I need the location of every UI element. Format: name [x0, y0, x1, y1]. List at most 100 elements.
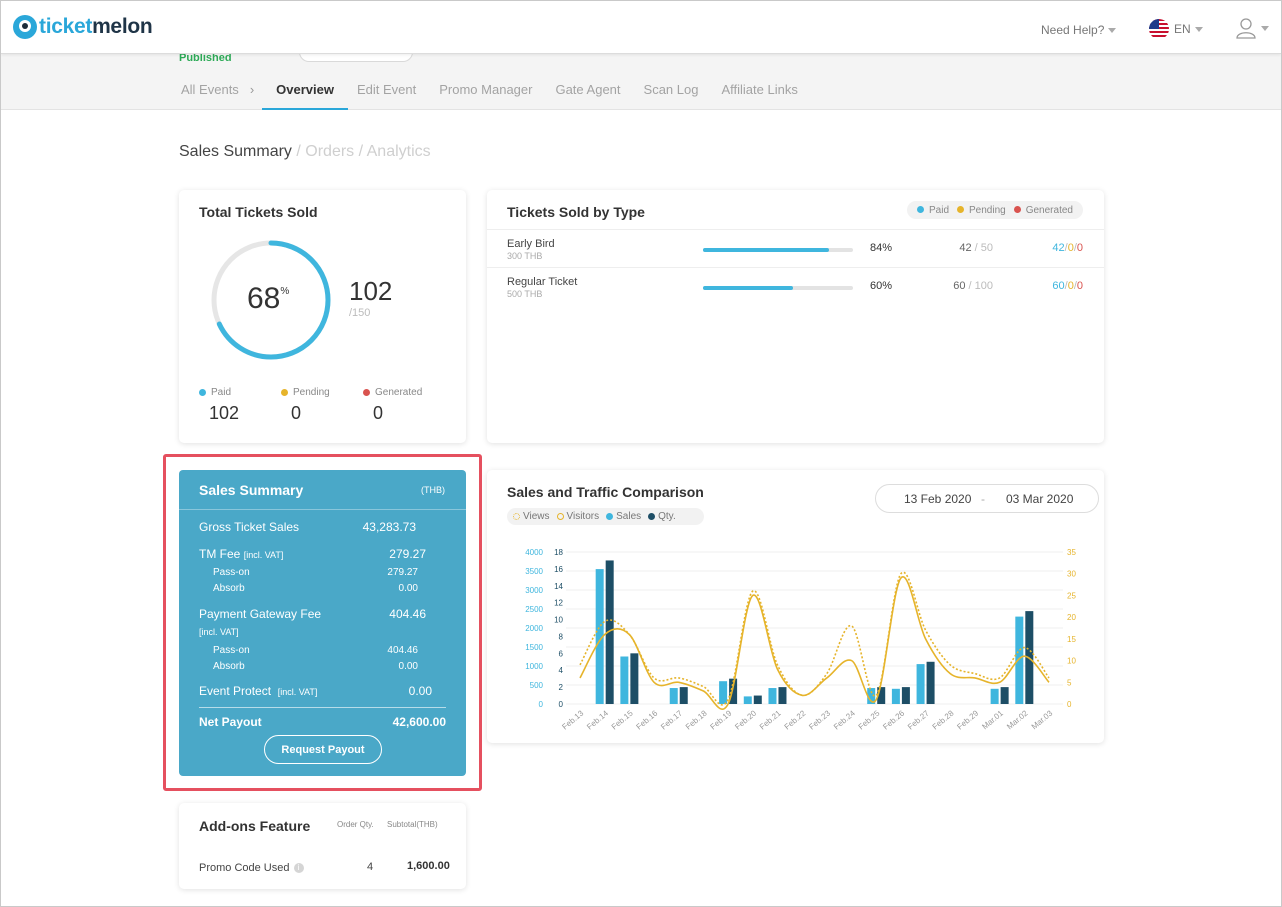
- qty-bar: [753, 695, 762, 704]
- tab-all-events[interactable]: All Events: [181, 82, 239, 97]
- addon-row: Promo Code Used i: [199, 862, 304, 874]
- x-tick-label: Feb.20: [733, 708, 758, 731]
- x-tick-label: Mar.02: [1005, 708, 1030, 731]
- cap-value: / 100: [965, 280, 993, 292]
- tab-promo-manager[interactable]: Promo Manager: [439, 82, 533, 97]
- sales-bar: [916, 664, 925, 704]
- net-payout-label: Net Payout: [199, 715, 262, 729]
- y-tick-qty: 6: [559, 649, 564, 658]
- y-tick-traffic: 10: [1067, 657, 1076, 666]
- sales-bar: [768, 688, 777, 704]
- donut-progress: [211, 240, 331, 360]
- addons-card: Add-ons Feature Order Qty. Subtotal(THB)…: [179, 803, 466, 889]
- x-tick-label: Feb.27: [906, 708, 931, 731]
- y-tick-traffic: 5: [1067, 678, 1072, 687]
- visitors-label: Visitors: [566, 511, 600, 522]
- date-range-picker[interactable]: 13 Feb 2020 - 03 Mar 2020: [875, 484, 1099, 513]
- sales-bar: [891, 688, 900, 704]
- chevron-down-icon: [1108, 28, 1117, 34]
- tab-edit-event[interactable]: Edit Event: [356, 82, 417, 97]
- info-icon[interactable]: i: [293, 863, 304, 873]
- visitors-marker: [556, 512, 564, 520]
- legend-qty[interactable]: Qty.: [648, 511, 676, 522]
- x-tick-label: Feb.18: [684, 708, 709, 731]
- chevron-down-icon: [1194, 26, 1203, 32]
- ticket-type-row: Early Bird 300 THB 84% 42 / 50 42/0/0: [487, 229, 1104, 267]
- tab-scan-log[interactable]: Scan Log: [643, 82, 699, 97]
- x-tick-label: Feb.28: [931, 708, 956, 731]
- tickets-by-type-title: Tickets Sold by Type: [507, 204, 645, 220]
- y-tick-qty: 8: [559, 632, 564, 641]
- x-tick-label: Feb.23: [807, 708, 832, 731]
- ticket-type-name: Regular Ticket: [507, 276, 578, 288]
- qty-bar: [901, 687, 910, 704]
- addons-title: Add-ons Feature: [199, 818, 311, 834]
- event-tabs: All Events › Overview Edit Event Promo M…: [181, 82, 821, 110]
- x-tick-label: Feb.19: [709, 708, 734, 731]
- user-icon: [1236, 18, 1256, 39]
- need-help-menu[interactable]: Need Help?: [1041, 23, 1117, 37]
- ticket-type-breakdown: 60/0/0: [1052, 280, 1083, 292]
- legend-visitors[interactable]: Visitors: [556, 511, 600, 522]
- qty-label: Qty.: [658, 511, 676, 522]
- x-tick-label: Feb.17: [659, 708, 684, 731]
- paid-count: 102: [209, 403, 240, 423]
- legend-views[interactable]: Views: [513, 511, 550, 522]
- tickets-sold-donut: [211, 240, 331, 360]
- ticket-type-progress: [703, 248, 853, 252]
- ticketmelon-logo[interactable]: ticketmelon: [13, 15, 153, 39]
- y-tick-traffic: 15: [1067, 635, 1076, 644]
- legend-sales[interactable]: Sales: [606, 511, 641, 522]
- x-tick-label: Feb.13: [560, 708, 585, 731]
- date-from[interactable]: 13 Feb 2020: [904, 492, 972, 506]
- tm-absorb-row: Absorb 0.00: [213, 583, 418, 594]
- tab-affiliate-links[interactable]: Affiliate Links: [721, 82, 798, 97]
- date-to[interactable]: 03 Mar 2020: [1006, 492, 1074, 506]
- views-marker: [513, 512, 520, 520]
- user-menu[interactable]: [1235, 17, 1269, 39]
- language-selector[interactable]: EN: [1149, 19, 1203, 39]
- views-label: Views: [523, 511, 550, 522]
- tickets-by-type-card: Tickets Sold by Type Paid Pending Genera…: [487, 190, 1104, 443]
- tickets-sold-count: 102: [349, 276, 393, 306]
- y-tick-sales: 1000: [525, 662, 543, 671]
- legend-pending: Pending: [957, 205, 1006, 216]
- pending-label: Pending: [293, 387, 330, 398]
- chevron-right-icon: ›: [249, 82, 255, 97]
- breadcrumb-sales-summary[interactable]: Sales Summary: [179, 143, 292, 160]
- tickets-capacity: /150: [349, 307, 371, 319]
- x-tick-label: Feb.26: [881, 708, 906, 731]
- tab-gate-agent[interactable]: Gate Agent: [555, 82, 621, 97]
- sales-bar: [1015, 616, 1024, 704]
- subtotal-header: Subtotal(THB): [387, 820, 438, 829]
- ticket-type-sold: 42 / 50: [937, 242, 993, 254]
- x-tick-label: Feb.25: [857, 708, 882, 731]
- total-tickets-card: Total Tickets Sold 68% 102 /150 Paid Pen…: [179, 190, 466, 443]
- sales-bar: [990, 688, 999, 704]
- legend-paid: Paid: [917, 205, 949, 216]
- y-tick-sales: 3000: [525, 586, 543, 595]
- breadcrumb-orders[interactable]: / Orders: [296, 143, 355, 160]
- tab-overview[interactable]: Overview: [262, 82, 348, 110]
- sales-traffic-title: Sales and Traffic Comparison: [507, 484, 704, 500]
- breadcrumb-analytics[interactable]: / Analytics: [358, 143, 431, 160]
- percent-value: 68: [247, 282, 281, 315]
- x-tick-label: Feb.29: [955, 708, 980, 731]
- legend-generated: Generated: [1013, 205, 1073, 216]
- logo-text-b: melon: [92, 15, 153, 38]
- ticket-type-progress-fill: [703, 248, 829, 252]
- x-tick-label: Mar.03: [1030, 708, 1055, 731]
- tm-absorb-value: 0.00: [398, 583, 418, 594]
- tm-passon-value: 279.27: [387, 567, 418, 578]
- pg-fee-label: Payment Gateway Fee: [199, 607, 322, 621]
- request-payout-button[interactable]: Request Payout: [264, 735, 382, 764]
- pending-count: 0: [291, 403, 302, 423]
- qty-bar: [630, 653, 639, 704]
- addon-name: Promo Code Used: [199, 862, 290, 874]
- sold-value: 60: [953, 280, 966, 292]
- currency-label: (THB): [421, 485, 445, 495]
- qty-bar: [605, 560, 614, 704]
- x-tick-label: Feb.24: [832, 708, 857, 731]
- cap-value: / 50: [971, 242, 993, 254]
- qty-bar: [926, 661, 935, 704]
